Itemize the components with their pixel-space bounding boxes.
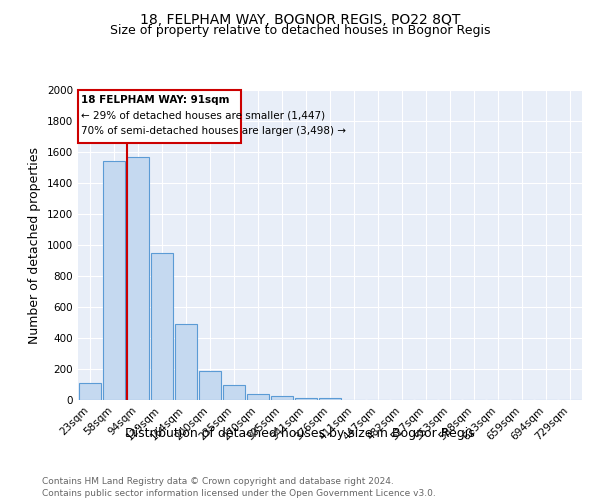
Text: Contains public sector information licensed under the Open Government Licence v3: Contains public sector information licen… (42, 489, 436, 498)
Bar (199, 372, 221, 400)
Bar (79, 383, 101, 400)
FancyBboxPatch shape (78, 90, 241, 142)
Bar (151, 252, 173, 400)
Bar (223, 384, 245, 400)
Text: 18, FELPHAM WAY, BOGNOR REGIS, PO22 8QT: 18, FELPHAM WAY, BOGNOR REGIS, PO22 8QT (140, 12, 460, 26)
Text: Contains HM Land Registry data © Crown copyright and database right 2024.: Contains HM Land Registry data © Crown c… (42, 478, 394, 486)
Bar (247, 394, 269, 400)
Text: ← 29% of detached houses are smaller (1,447): ← 29% of detached houses are smaller (1,… (81, 110, 325, 120)
Text: Size of property relative to detached houses in Bognor Regis: Size of property relative to detached ho… (110, 24, 490, 37)
Bar (295, 398, 317, 400)
Bar (271, 396, 293, 400)
Bar (319, 398, 341, 400)
Bar (175, 324, 197, 400)
Bar (103, 162, 125, 400)
Text: 70% of semi-detached houses are larger (3,498) →: 70% of semi-detached houses are larger (… (81, 126, 346, 136)
Y-axis label: Number of detached properties: Number of detached properties (28, 146, 41, 344)
Text: 18 FELPHAM WAY: 91sqm: 18 FELPHAM WAY: 91sqm (81, 94, 229, 104)
Bar (127, 156, 149, 400)
Text: Distribution of detached houses by size in Bognor Regis: Distribution of detached houses by size … (125, 428, 475, 440)
